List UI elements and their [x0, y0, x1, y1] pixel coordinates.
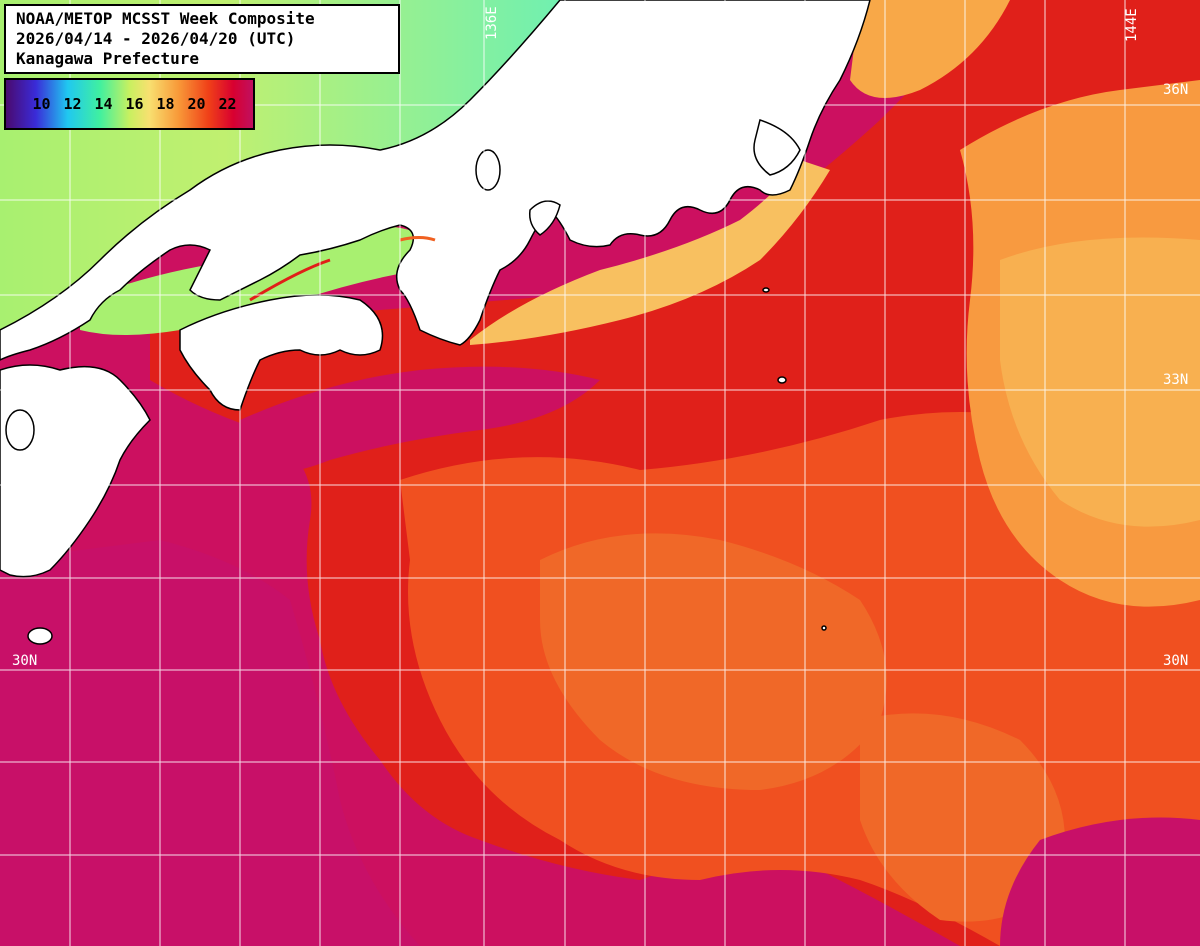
title-box: NOAA/METOP MCSST Week Composite 2026/04/… — [4, 4, 400, 74]
legend-value: 16 — [125, 95, 144, 113]
sea-orange-region-3 — [860, 713, 1065, 922]
land-kanto — [753, 119, 801, 176]
land-island-2 — [5, 409, 35, 451]
coastal-warm-rim-2 — [399, 236, 436, 242]
legend-value: 12 — [63, 95, 82, 113]
sea-magenta-se — [1000, 817, 1200, 946]
sea-light-orange-region-3 — [850, 0, 1010, 98]
title-product: NOAA/METOP MCSST Week Composite — [16, 9, 315, 28]
lat-label-36n: 36N — [1163, 82, 1189, 98]
land-kyushu — [0, 364, 151, 578]
lon-label-144e: 144E — [1124, 8, 1140, 42]
legend-value: 18 — [156, 95, 175, 113]
sea-orange-region-2 — [540, 533, 887, 790]
lon-label-136e: 136E — [484, 6, 500, 40]
title-date-range: 2026/04/14 - 2026/04/20 (UTC) — [16, 29, 296, 48]
legend-value: 22 — [218, 95, 237, 113]
sea-yellow-shelf — [470, 160, 830, 345]
land-island-3 — [777, 376, 787, 384]
lat-label-30n-right: 30N — [1163, 653, 1189, 669]
land-island-sado — [475, 149, 501, 191]
sea-light-orange-region-2 — [1000, 237, 1200, 527]
land-island-1 — [27, 627, 53, 645]
coastal-warm-rim — [249, 258, 331, 302]
legend-value: 14 — [94, 95, 113, 113]
temperature-legend: 10 12 14 16 18 20 22 — [4, 78, 255, 130]
land-island-4 — [762, 287, 770, 293]
legend-value: 20 — [187, 95, 206, 113]
lat-label-30n-left: 30N — [12, 653, 38, 669]
title-region: Kanagawa Prefecture — [16, 49, 200, 68]
land-shikoku — [179, 294, 384, 411]
legend-value: 10 — [32, 95, 51, 113]
land-island-5 — [821, 625, 827, 631]
lat-label-33n: 33N — [1163, 372, 1189, 388]
sea-magenta-sw — [0, 540, 420, 946]
land-kii — [528, 200, 561, 236]
sea-magenta-mid — [240, 366, 600, 474]
